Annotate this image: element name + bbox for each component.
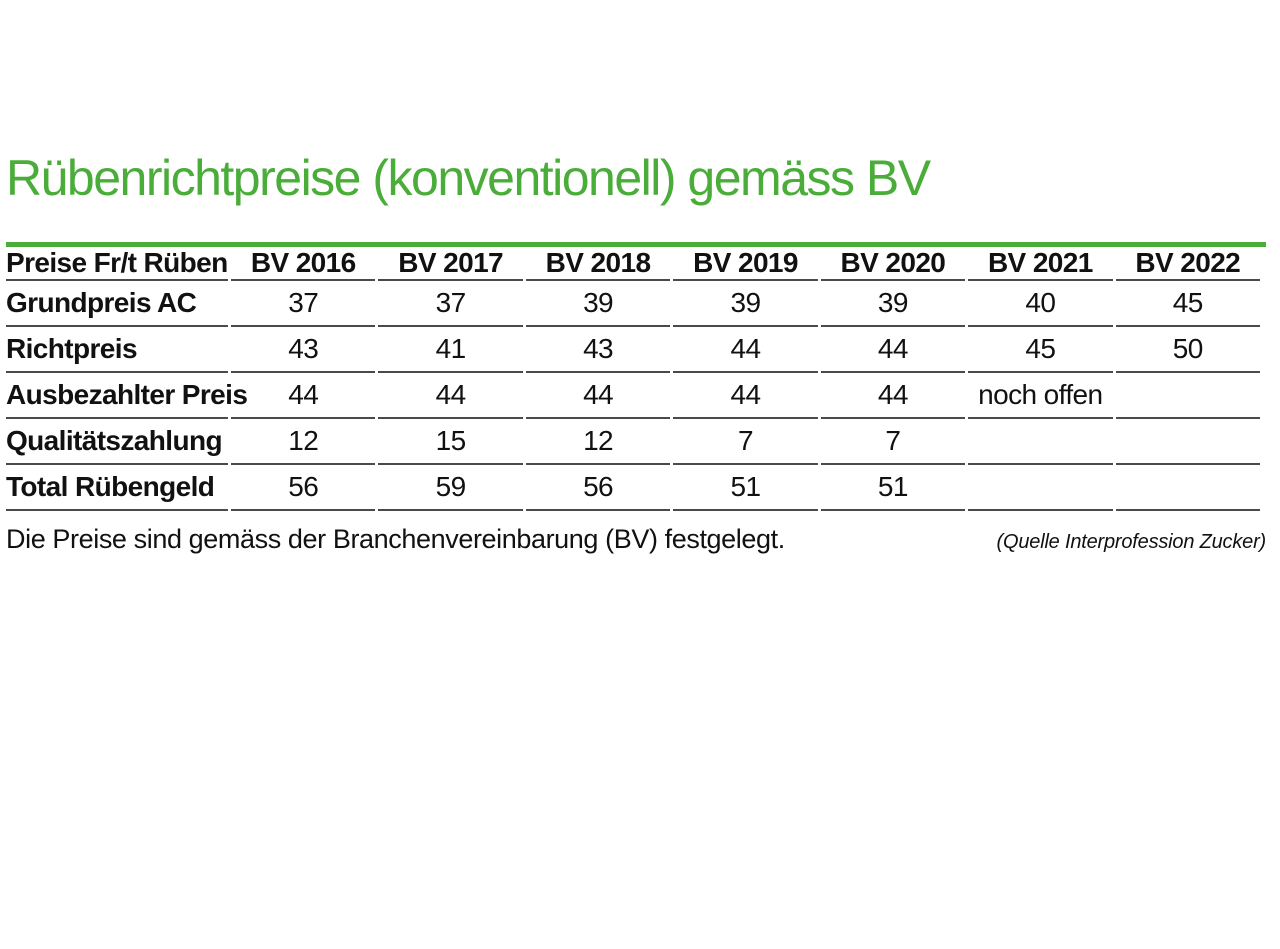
column-header-bv-2018: BV 2018 — [525, 247, 671, 281]
row-label: Richtpreis — [6, 327, 228, 373]
column-header-bv-2019: BV 2019 — [673, 247, 818, 281]
price-cell — [1115, 465, 1260, 511]
prices-table: Preise Fr/t Rüben BV 2016 BV 2017 BV 2018 B… — [3, 247, 1263, 511]
row-label: Ausbezahlter Preis — [6, 373, 248, 419]
price-cell: 7 — [673, 419, 818, 465]
row-label: Qualitätszahlung — [6, 419, 228, 465]
price-cell: 44 — [525, 373, 671, 419]
column-header-bv-2020: BV 2020 — [820, 247, 966, 281]
price-cell: 51 — [673, 465, 818, 511]
column-header-bv-2016: BV 2016 — [231, 247, 376, 281]
price-cell: 51 — [820, 465, 966, 511]
column-header-bv-2021: BV 2021 — [968, 247, 1113, 281]
column-header-row-labels: Preise Fr/t Rüben — [6, 247, 228, 281]
price-cell — [1115, 373, 1260, 419]
price-cell: 44 — [673, 327, 818, 373]
price-cell: 39 — [673, 281, 818, 327]
title-underline-rule — [6, 241, 1266, 247]
price-cell: 39 — [525, 281, 671, 327]
price-cell: 44 — [673, 373, 818, 419]
price-cell: 44 — [378, 373, 523, 419]
price-cell: 43 — [231, 327, 376, 373]
table-row: Richtpreis 43 41 43 44 44 45 50 — [6, 327, 1260, 373]
table-row: Grundpreis AC 37 37 39 39 39 40 45 — [6, 281, 1260, 327]
price-cell — [968, 465, 1113, 511]
price-cell: 56 — [525, 465, 671, 511]
price-cell: noch offen — [968, 373, 1113, 419]
price-cell: 50 — [1115, 327, 1260, 373]
price-cell: 45 — [1115, 281, 1260, 327]
source-credit: (Quelle Interprofession Zucker) — [996, 530, 1267, 553]
row-label: Grundpreis AC — [6, 281, 228, 327]
price-cell: 37 — [378, 281, 523, 327]
price-cell: 59 — [378, 465, 523, 511]
price-cell: 44 — [231, 373, 376, 419]
column-header-bv-2022: BV 2022 — [1115, 247, 1260, 281]
price-cell: 44 — [820, 327, 966, 373]
price-cell: 37 — [231, 281, 376, 327]
price-cell — [968, 419, 1113, 465]
price-cell: 43 — [525, 327, 671, 373]
table-body: Grundpreis AC 37 37 39 39 39 40 45 Richtpreis 43 4… — [6, 281, 1260, 511]
price-cell: 39 — [820, 281, 966, 327]
footer-note: Die Preise sind gemäss der Branchenverei… — [6, 523, 785, 554]
price-cell: 45 — [968, 327, 1113, 373]
table-row: Ausbezahlter Preis 44 44 44 44 44 noch offen — [6, 373, 1260, 419]
price-cell — [1115, 419, 1260, 465]
table-row: Qualitätszahlung 12 15 12 7 7 — [6, 419, 1260, 465]
price-cell: 12 — [525, 419, 671, 465]
price-cell: 41 — [378, 327, 523, 373]
table-header-row: Preise Fr/t Rüben BV 2016 BV 2017 BV 2018 B… — [6, 247, 1260, 281]
page: Rübenrichtpreise (konventionell) gemäss … — [6, 148, 1266, 555]
price-cell: 15 — [378, 419, 523, 465]
price-cell: 7 — [820, 419, 966, 465]
price-cell: 40 — [968, 281, 1113, 327]
table-row: Total Rübengeld 56 59 56 51 51 — [6, 465, 1260, 511]
price-cell: 56 — [231, 465, 376, 511]
footer: Die Preise sind gemäss der Branchenverei… — [6, 524, 1266, 555]
price-cell: 44 — [820, 373, 966, 419]
row-label: Total Rübengeld — [6, 465, 228, 511]
column-header-bv-2017: BV 2017 — [378, 247, 523, 281]
page-title: Rübenrichtpreise (konventionell) gemäss … — [6, 150, 931, 206]
price-cell: 12 — [231, 419, 376, 465]
